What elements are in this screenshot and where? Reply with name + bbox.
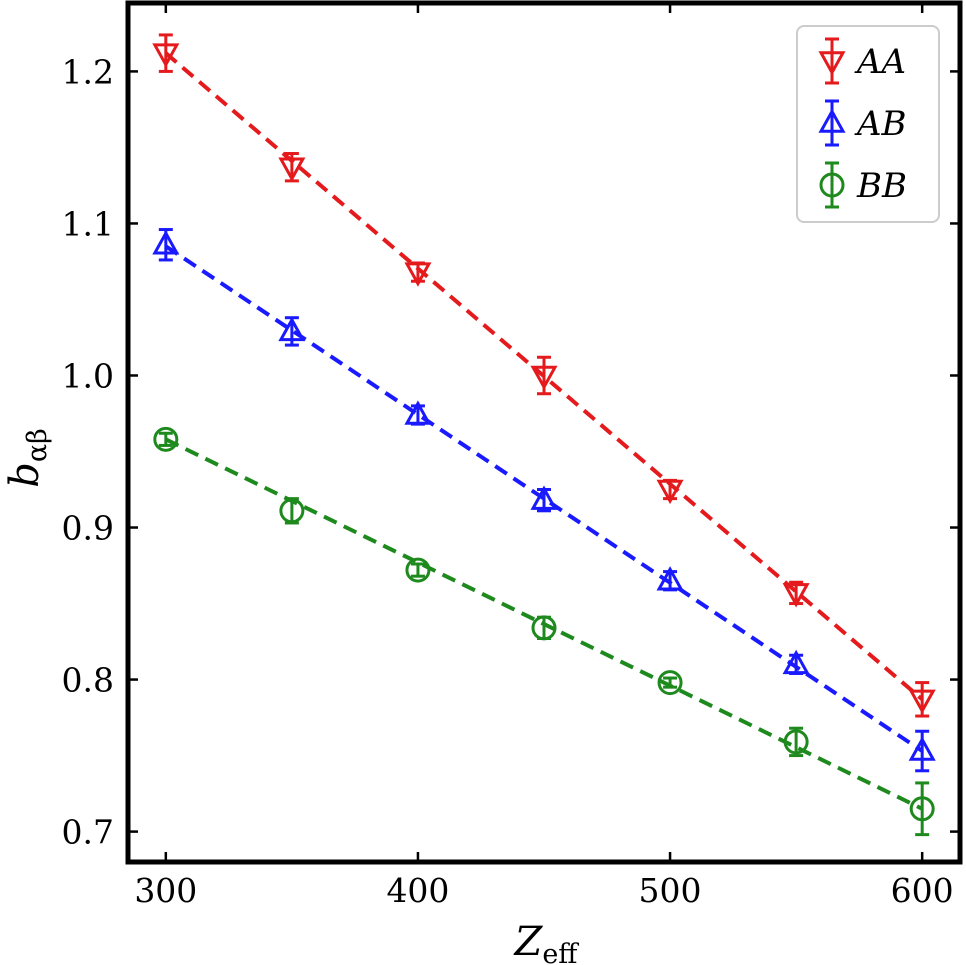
data-point-aa	[278, 157, 306, 182]
data-point-aa	[656, 479, 684, 505]
error-bar-bb	[663, 676, 678, 689]
data-point-ab	[152, 230, 180, 255]
data-point-aa	[530, 365, 558, 391]
data-point-ab	[908, 736, 936, 761]
data-point-aa	[152, 43, 180, 68]
error-bar-bb	[410, 562, 425, 578]
legend-item-bb: BB	[819, 161, 907, 209]
legend-marker-bb	[819, 172, 845, 198]
series-ab	[152, 228, 936, 773]
x-tick-label: 500	[639, 871, 702, 910]
error-bar-bb	[158, 431, 173, 447]
error-bar-bb	[915, 781, 930, 837]
y-tick-label: 1.2	[62, 52, 114, 91]
x-tick-label: 300	[134, 871, 197, 910]
y-tick-label: 1.1	[62, 204, 114, 243]
series-aa	[152, 33, 936, 718]
data-point-aa	[908, 689, 936, 714]
y-tick-label: 0.9	[62, 509, 114, 548]
error-bar-bb	[789, 726, 804, 758]
data-point-bb	[405, 557, 431, 583]
data-point-bb	[783, 729, 809, 755]
plot-content	[152, 33, 936, 837]
y-axis-label: bαβ	[2, 428, 53, 487]
data-point-ab	[656, 566, 684, 591]
plot-frame	[125, 0, 963, 865]
legend-label-ab: AB	[854, 104, 907, 144]
legend-label-bb: BB	[856, 166, 907, 206]
data-point-bb	[657, 670, 683, 696]
legend: AA AB BB	[796, 25, 940, 223]
legend-marker-ab	[818, 108, 846, 133]
y-tick-label: 0.7	[62, 813, 114, 852]
data-point-ab	[782, 649, 810, 675]
legend-label-aa: AA	[854, 42, 906, 82]
legend-item-ab: AB	[818, 99, 907, 147]
x-tick-label: 600	[891, 871, 954, 910]
data-point-ab	[278, 316, 306, 342]
data-point-ab	[404, 400, 432, 425]
data-point-aa	[404, 262, 432, 287]
legend-marker-aa	[818, 51, 846, 76]
legend-item-aa: AA	[818, 37, 906, 85]
data-point-bb	[153, 426, 179, 452]
y-tick-label: 0.8	[62, 661, 114, 700]
data-point-bb	[909, 796, 935, 822]
y-tick-label: 1.0	[62, 356, 114, 395]
data-point-aa	[782, 583, 810, 608]
x-tick-label: 400	[386, 871, 449, 910]
legend-items: AA AB BB	[818, 37, 907, 209]
series-bb	[153, 426, 935, 837]
axis-ticks: 300 400 500 600 0.7 0.8 0.9 1.0 1.1 1.2	[62, 3, 960, 910]
x-axis-label: Zeff	[513, 919, 580, 965]
data-point-bb	[531, 615, 557, 641]
data-point-bb	[279, 498, 305, 524]
data-point-ab	[530, 485, 558, 510]
